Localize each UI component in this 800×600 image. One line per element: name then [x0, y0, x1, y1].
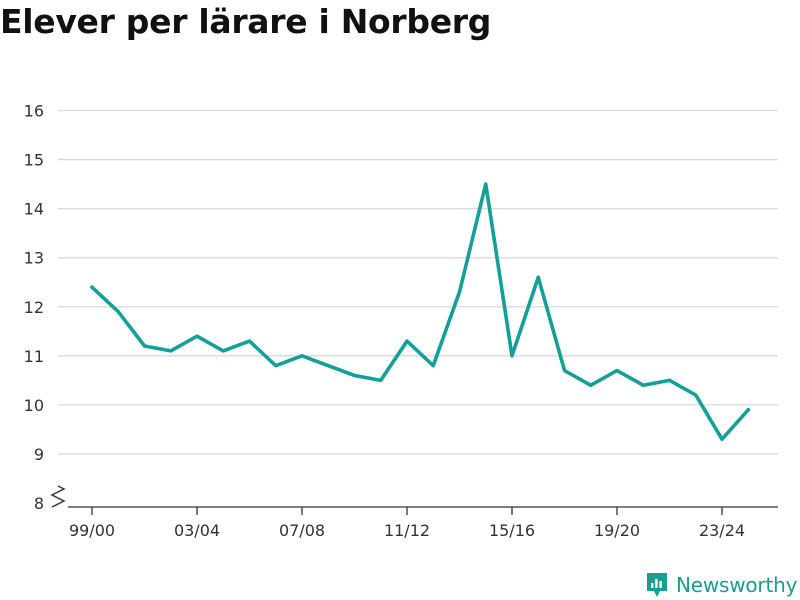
data-point	[247, 339, 252, 343]
brand-name: Newsworthy	[676, 573, 798, 597]
x-tick-label: 03/04	[174, 521, 220, 540]
data-point	[405, 339, 409, 343]
x-tick-label: 99/00	[69, 521, 115, 540]
y-tick-label: 12	[24, 298, 44, 317]
series-group	[90, 182, 751, 442]
y-tick-label: 8	[34, 494, 44, 513]
chart-title: Elever per lärare i Norberg	[0, 2, 492, 41]
x-axis-ticks: 99/00 03/04 07/08 11/12 15/16 19/20 23/24	[69, 507, 745, 540]
data-point	[116, 310, 120, 314]
data-point	[274, 364, 278, 368]
x-tick-label: 15/16	[489, 521, 535, 540]
y-tick-label: 15	[24, 151, 44, 170]
y-tick-label: 9	[34, 445, 44, 464]
data-point	[326, 364, 330, 368]
brand-logo[interactable]: Newsworthy	[645, 570, 797, 600]
data-point	[457, 290, 462, 294]
data-point	[431, 364, 435, 368]
y-axis-ticks: 8 9 10 11 12 13 14 15 16	[24, 102, 44, 514]
data-point	[694, 393, 698, 397]
x-tick-label: 11/12	[384, 521, 430, 540]
data-point	[536, 275, 540, 279]
data-point	[589, 383, 593, 387]
data-point	[615, 368, 619, 373]
x-tick-label: 07/08	[279, 521, 325, 540]
y-tick-label: 14	[24, 200, 44, 219]
y-tick-label: 11	[24, 347, 44, 366]
y-tick-label: 10	[24, 396, 44, 415]
y-tick-label: 16	[24, 102, 44, 121]
x-tick-label: 19/20	[594, 521, 640, 540]
data-point	[562, 368, 567, 373]
data-point	[720, 437, 724, 441]
data-point	[300, 354, 304, 358]
y-tick-label: 13	[24, 249, 44, 268]
data-point	[484, 182, 488, 186]
data-point	[352, 373, 357, 378]
data-point	[510, 354, 514, 358]
data-point	[641, 383, 645, 387]
x-tick-label: 23/24	[699, 521, 745, 540]
axis-break-zigzag	[50, 485, 66, 508]
data-point	[169, 349, 173, 353]
data-point	[746, 408, 750, 412]
series-line	[90, 182, 751, 442]
data-point	[667, 378, 672, 382]
data-point	[142, 344, 147, 348]
data-point	[221, 349, 225, 353]
axis-break-icon	[50, 485, 66, 508]
grid-lines	[58, 109, 778, 455]
data-point	[379, 378, 383, 382]
newsworthy-logo-icon	[647, 573, 667, 597]
data-point	[195, 334, 199, 338]
data-point	[90, 285, 94, 289]
